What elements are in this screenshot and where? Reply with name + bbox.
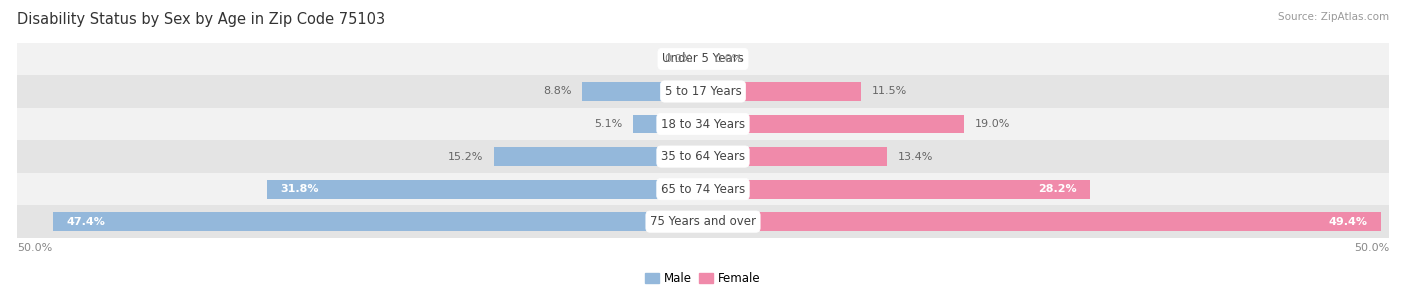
Bar xyxy=(267,180,703,199)
Bar xyxy=(17,173,1389,205)
Bar xyxy=(17,43,1389,75)
Text: 31.8%: 31.8% xyxy=(280,184,319,194)
Text: 50.0%: 50.0% xyxy=(1354,243,1389,253)
Text: 5 to 17 Years: 5 to 17 Years xyxy=(665,85,741,98)
Bar xyxy=(582,82,703,101)
Bar xyxy=(17,205,1389,238)
Text: 5.1%: 5.1% xyxy=(593,119,621,129)
Text: 35 to 64 Years: 35 to 64 Years xyxy=(661,150,745,163)
Bar xyxy=(703,147,887,166)
Bar xyxy=(633,115,703,134)
Bar xyxy=(52,212,703,231)
Bar xyxy=(17,108,1389,140)
Text: 0.0%: 0.0% xyxy=(664,54,692,64)
Bar xyxy=(495,147,703,166)
Bar xyxy=(703,212,1381,231)
Text: 15.2%: 15.2% xyxy=(449,152,484,162)
Bar xyxy=(703,82,860,101)
Text: 47.4%: 47.4% xyxy=(66,217,105,227)
Text: 18 to 34 Years: 18 to 34 Years xyxy=(661,117,745,131)
Text: Disability Status by Sex by Age in Zip Code 75103: Disability Status by Sex by Age in Zip C… xyxy=(17,12,385,27)
Bar xyxy=(17,75,1389,108)
Bar xyxy=(703,115,963,134)
Text: 8.8%: 8.8% xyxy=(543,87,571,96)
Text: 0.0%: 0.0% xyxy=(714,54,742,64)
Bar xyxy=(17,140,1389,173)
Text: Under 5 Years: Under 5 Years xyxy=(662,52,744,66)
Text: 65 to 74 Years: 65 to 74 Years xyxy=(661,183,745,196)
Text: 50.0%: 50.0% xyxy=(17,243,52,253)
Text: 49.4%: 49.4% xyxy=(1329,217,1367,227)
Text: 28.2%: 28.2% xyxy=(1038,184,1076,194)
Text: 13.4%: 13.4% xyxy=(898,152,934,162)
Text: 75 Years and over: 75 Years and over xyxy=(650,215,756,228)
Text: Source: ZipAtlas.com: Source: ZipAtlas.com xyxy=(1278,12,1389,22)
Text: 11.5%: 11.5% xyxy=(872,87,907,96)
Bar xyxy=(703,180,1090,199)
Text: 19.0%: 19.0% xyxy=(974,119,1010,129)
Legend: Male, Female: Male, Female xyxy=(641,267,765,290)
